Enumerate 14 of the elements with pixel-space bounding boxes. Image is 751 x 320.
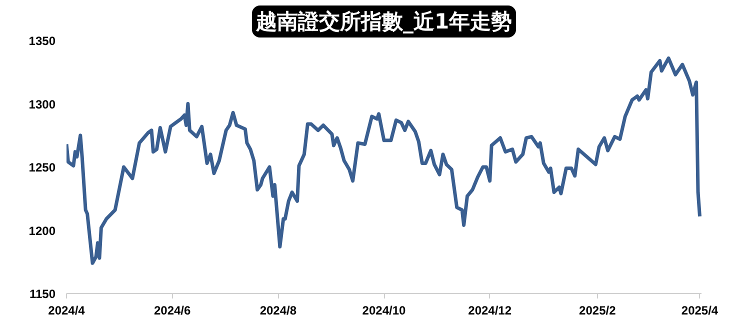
x-tick-label: 2024/12 bbox=[468, 304, 512, 318]
chart-title: 越南證交所指數_近1年走勢 bbox=[254, 10, 512, 34]
x-tick-label: 2025/2 bbox=[579, 304, 616, 318]
y-tick-label: 1250 bbox=[28, 160, 56, 174]
x-tick-label: 2025/4 bbox=[681, 304, 718, 318]
x-tick-label: 2024/4 bbox=[48, 304, 86, 318]
line-series bbox=[66, 56, 702, 265]
x-tick-label: 2024/10 bbox=[362, 304, 406, 318]
y-tick-label: 1200 bbox=[28, 224, 56, 238]
y-tick-label: 1300 bbox=[28, 97, 56, 112]
y-tick-label: 1150 bbox=[29, 287, 56, 301]
y-tick-label: 1350 bbox=[28, 34, 56, 48]
x-tick-label: 2024/8 bbox=[260, 304, 297, 318]
x-tick-label: 2024/6 bbox=[154, 304, 192, 318]
